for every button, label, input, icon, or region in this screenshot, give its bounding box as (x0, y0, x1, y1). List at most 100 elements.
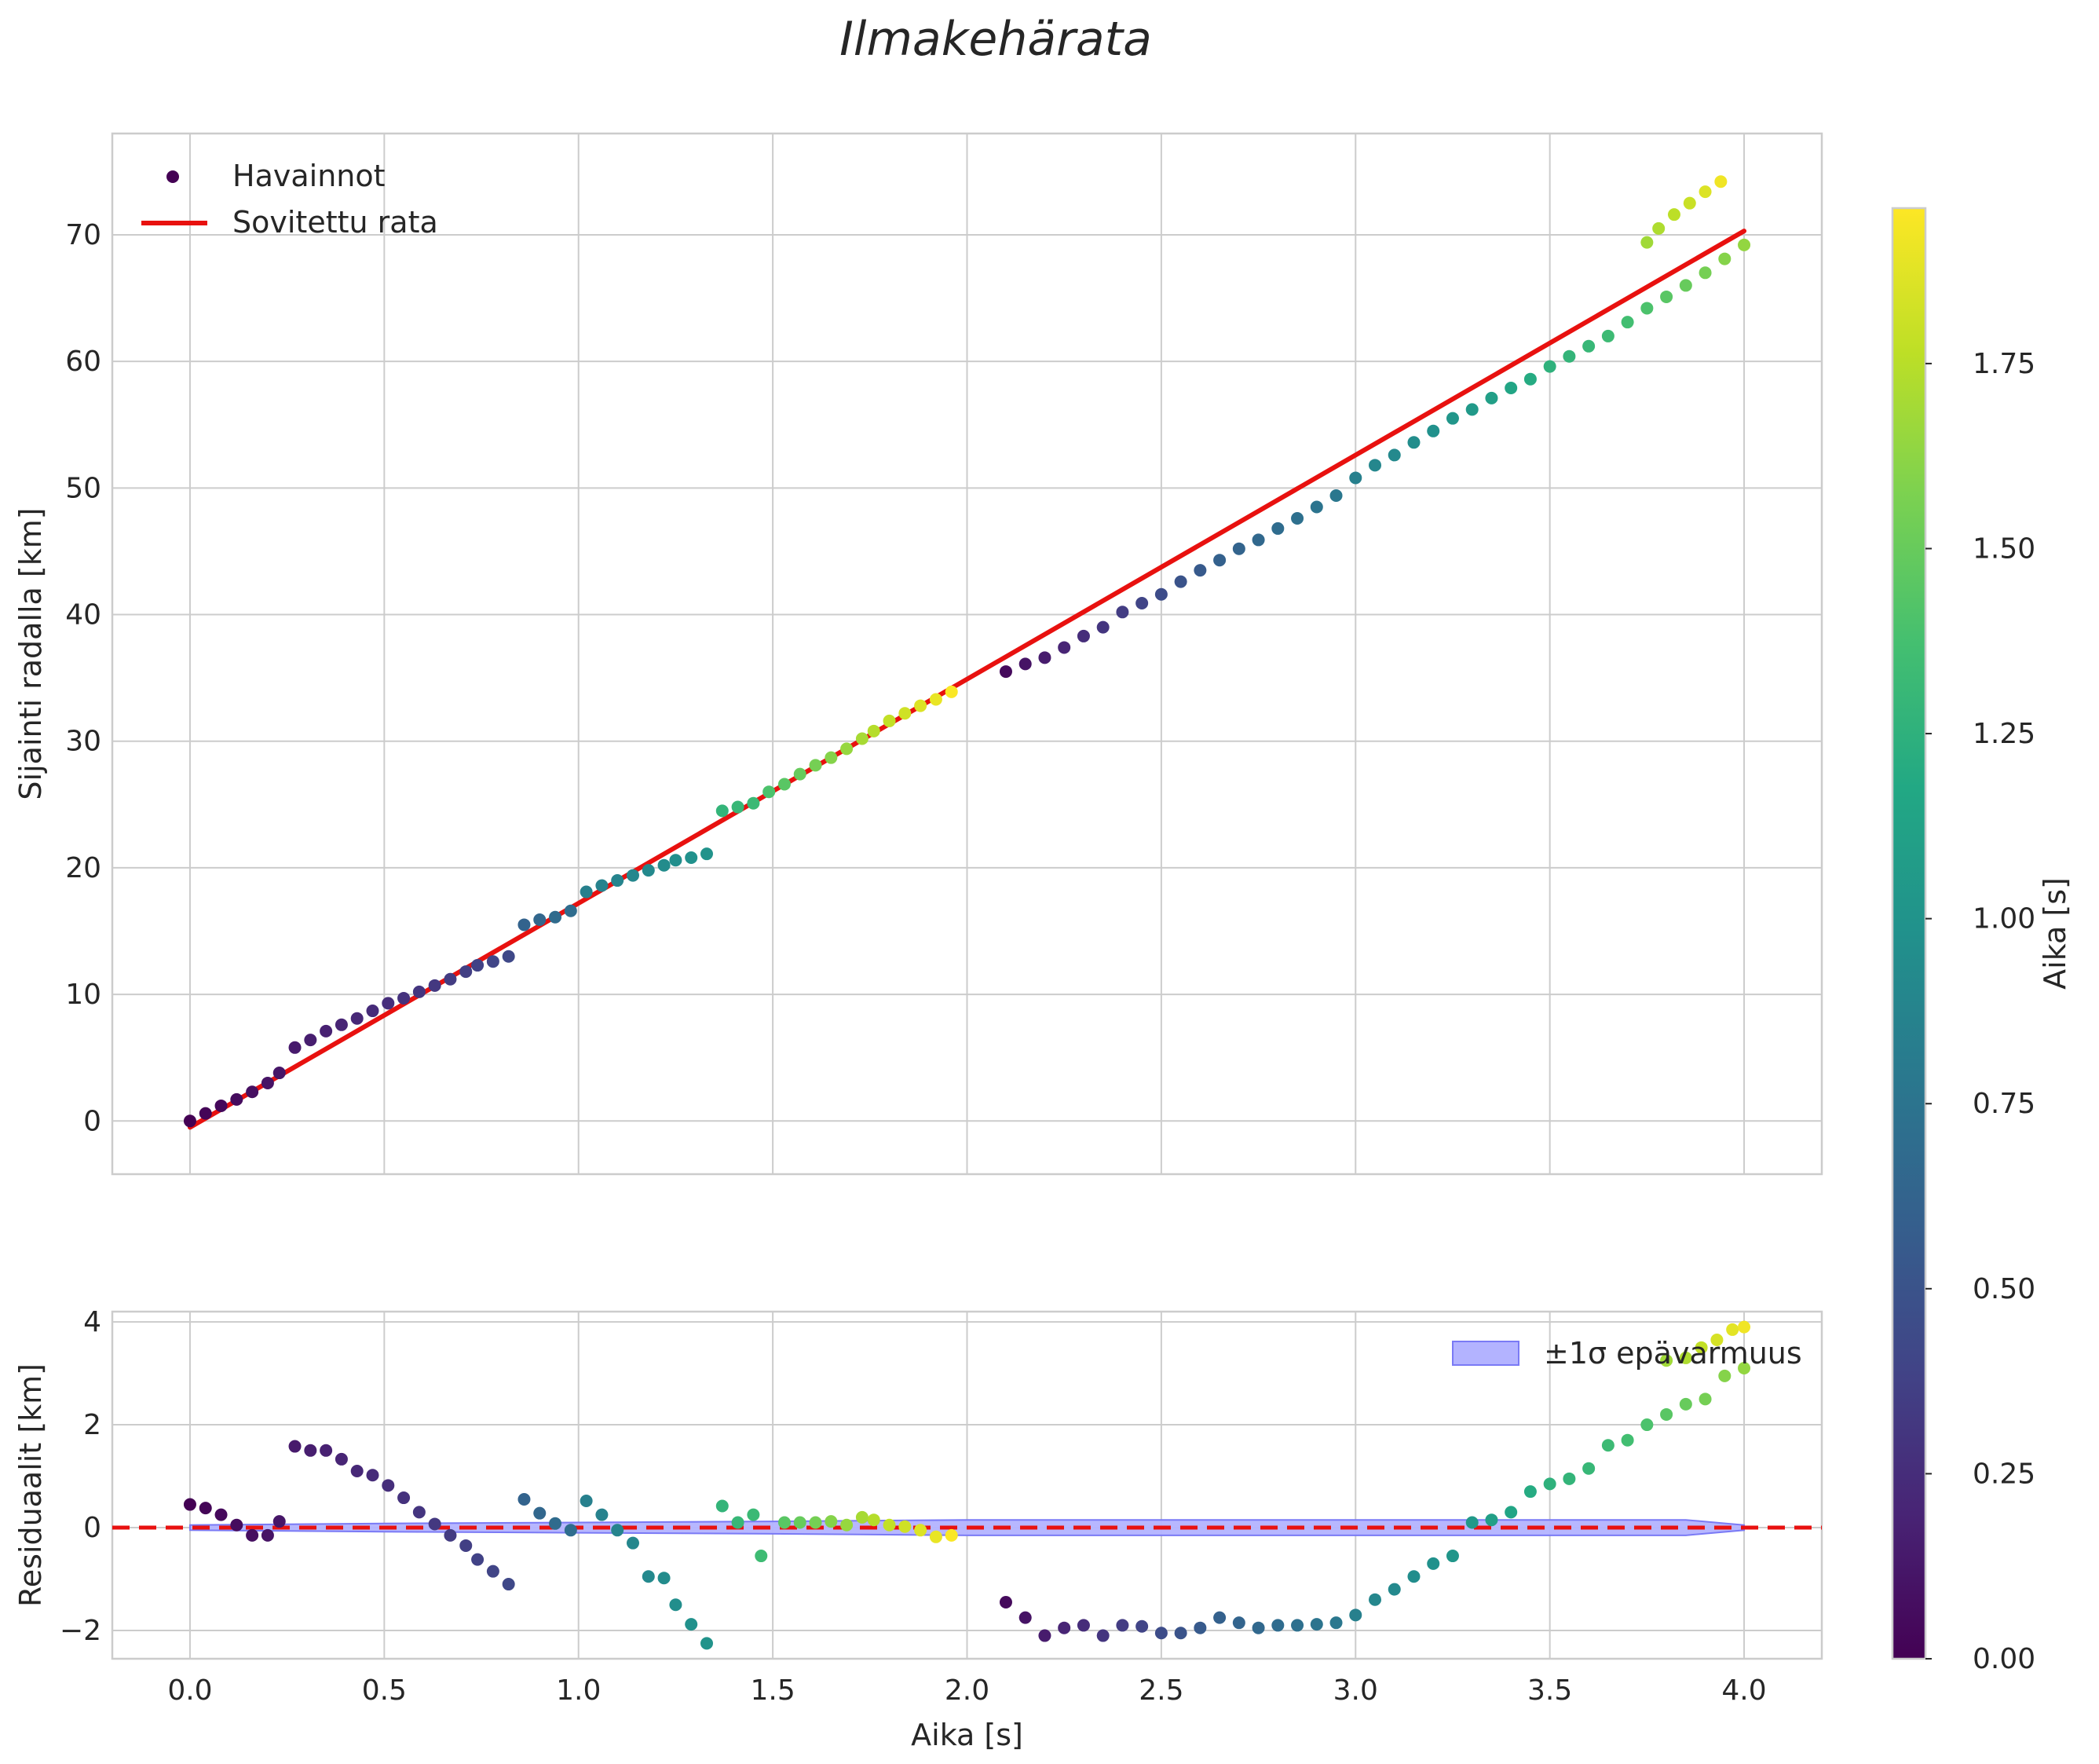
residual-point (580, 1494, 593, 1507)
observation-point (1174, 575, 1187, 588)
observation-point (1058, 641, 1071, 654)
residual-point (1543, 1477, 1556, 1491)
colorbar-tick-label: 0.25 (1973, 1458, 2035, 1490)
observation-point (1621, 316, 1634, 329)
observation-point (444, 972, 457, 986)
residual-point (382, 1479, 395, 1492)
observation-point (1096, 620, 1110, 634)
observation-point (657, 858, 671, 872)
observation-point (747, 796, 760, 810)
y-tick-label: 20 (65, 852, 101, 884)
residual-point (1523, 1485, 1537, 1499)
observation-point (1699, 266, 1712, 280)
observation-point (626, 869, 639, 882)
observation-point (1427, 424, 1440, 437)
observation-point (883, 714, 896, 727)
observation-point (580, 885, 593, 898)
residual-point (428, 1517, 441, 1531)
observation-point (428, 979, 441, 992)
residual-point (397, 1491, 411, 1505)
observation-point (1667, 208, 1680, 221)
x-tick-label: 0.0 (167, 1674, 212, 1707)
legend-label-fitted: Sovitettu rata (232, 205, 438, 240)
residual-point (611, 1524, 624, 1537)
observation-point (1349, 471, 1362, 485)
observation-point (412, 985, 426, 998)
residual-point (840, 1518, 854, 1532)
residual-point (755, 1550, 768, 1563)
residual-point (199, 1502, 212, 1515)
colorbar-tick-label: 1.50 (1973, 532, 2035, 565)
residual-point (1485, 1513, 1498, 1527)
residual-point (1726, 1323, 1739, 1336)
observation-point (304, 1034, 317, 1047)
observation-point (1018, 657, 1032, 671)
residual-point (1349, 1608, 1362, 1622)
observation-point (642, 864, 655, 877)
residual-point (1738, 1320, 1751, 1334)
residual-point (1427, 1557, 1440, 1570)
observation-point (1563, 350, 1576, 363)
residual-point (1446, 1550, 1459, 1563)
residual-point (1077, 1619, 1090, 1632)
x-tick-label: 2.0 (945, 1674, 989, 1707)
observation-point (1582, 339, 1596, 353)
residual-point (1194, 1621, 1207, 1634)
residual-point (304, 1444, 317, 1457)
observation-point (397, 991, 411, 1005)
residual-point (502, 1578, 515, 1591)
observation-point (809, 759, 822, 772)
observation-point (502, 950, 515, 963)
observation-point (1718, 252, 1731, 265)
observation-point (929, 693, 942, 706)
residual-point (999, 1595, 1012, 1608)
x-tick-label: 1.5 (750, 1674, 795, 1707)
residual-point (1679, 1351, 1692, 1364)
residual-point (1640, 1418, 1654, 1432)
residual-point (1329, 1616, 1343, 1630)
observation-point (1446, 412, 1459, 425)
observation-point (1038, 651, 1051, 664)
residual-point (517, 1493, 531, 1506)
y-tick-label: 60 (65, 346, 101, 378)
residual-point (883, 1518, 896, 1532)
colorbar-label: Aika [s] (2038, 877, 2072, 990)
observation-point (1601, 329, 1614, 342)
residual-point (1038, 1629, 1051, 1642)
x-tick-label: 1.0 (556, 1674, 601, 1707)
observation-point (914, 699, 927, 712)
observation-point (762, 785, 776, 799)
legend-patch-uncertainty (1452, 1341, 1519, 1366)
residuals-plot: 0.0 0.5 1.0 1.5 2.0 2.5 3.0 3.5 4.0 −2 0 2 4 Residuaa… (13, 1306, 1823, 1752)
observation-point (471, 959, 485, 972)
observation-point (459, 965, 473, 979)
residual-point (1621, 1433, 1634, 1447)
legend-marker-observations (166, 170, 179, 183)
residual-point (685, 1618, 698, 1631)
y-tick-label: 50 (65, 472, 101, 504)
residual-point (825, 1515, 838, 1528)
residual-point (669, 1598, 682, 1612)
legend-label-observations: Havainnot (232, 159, 386, 193)
residual-point (1699, 1393, 1712, 1406)
residual-point (867, 1513, 880, 1527)
residual-point (777, 1516, 791, 1529)
colorbar-tick-label: 1.75 (1973, 348, 2035, 380)
residual-point (214, 1508, 228, 1521)
x-tick-label: 4.0 (1721, 1674, 1766, 1707)
observation-point (715, 804, 729, 818)
observation-point (1388, 448, 1401, 462)
observation-point (1369, 459, 1382, 472)
residual-point (626, 1536, 639, 1550)
observation-point (1640, 236, 1654, 249)
observation-point (350, 1012, 364, 1025)
residual-point (1660, 1407, 1673, 1421)
residual-point (1310, 1618, 1323, 1631)
residual-point (471, 1553, 485, 1566)
y-tick-label: 30 (65, 726, 101, 758)
observation-point (549, 910, 562, 924)
residual-point (1252, 1621, 1265, 1634)
observation-point (777, 778, 791, 791)
observation-point (335, 1018, 348, 1031)
residual-point (731, 1516, 744, 1529)
